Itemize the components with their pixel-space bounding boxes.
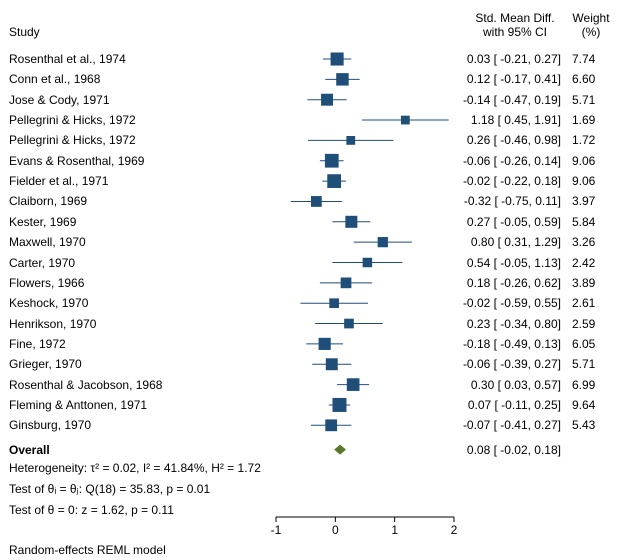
weight-label: 1.69: [572, 113, 596, 128]
heterogeneity-text: Heterogeneity: τ² = 0.02, I² = 41.84%, H…: [9, 461, 261, 475]
effect-ci-label: -0.07 [ -0.41, 0.27]: [462, 418, 561, 433]
study-marker: [346, 378, 360, 391]
weight-label: 9.06: [572, 153, 596, 168]
study-name: Fine, 1972: [9, 336, 66, 351]
weight-label: 3.97: [572, 194, 596, 209]
effect-ci-label: 0.07 [ -0.11, 0.25]: [467, 397, 561, 412]
study-name: Carter, 1970: [9, 255, 76, 270]
weight-label: 3.26: [572, 235, 596, 250]
study-name: Rosenthal & Jacobson, 1968: [9, 377, 163, 392]
study-name: Pellegrini & Hicks, 1972: [9, 113, 136, 128]
study-name: Kester, 1969: [9, 214, 77, 229]
effect-ci-label: 0.54 [ -0.05, 1.13]: [466, 255, 561, 270]
effect-ci-label: 0.27 [ -0.05, 0.59]: [466, 214, 561, 229]
effect-ci-label: -0.32 [ -0.75, 0.11]: [463, 194, 561, 209]
study-marker: [400, 115, 410, 125]
overall-label: Overall: [9, 442, 50, 457]
weight-label: 2.42: [572, 255, 596, 270]
effect-ci-label: 0.12 [ -0.17, 0.41]: [466, 72, 561, 87]
weight-label: 5.43: [572, 418, 596, 433]
study-marker: [336, 73, 349, 86]
study-name: Pellegrini & Hicks, 1972: [9, 133, 136, 148]
weight-label: 6.99: [572, 377, 596, 392]
study-marker: [332, 397, 347, 412]
study-name: Keshock, 1970: [9, 296, 89, 311]
weight-label: 6.60: [572, 72, 596, 87]
effect-ci-label: 0.23 [ -0.34, 0.80]: [466, 316, 561, 331]
study-marker: [318, 337, 331, 350]
weight-label: 5.84: [572, 214, 596, 229]
study-name: Grieger, 1970: [9, 357, 82, 372]
study-name: Henrikson, 1970: [9, 316, 97, 331]
effect-ci-label: 0.18 [ -0.26, 0.62]: [466, 275, 561, 290]
weight-label: 9.64: [572, 397, 596, 412]
effect-ci-label: 0.30 [ 0.03, 0.57]: [470, 377, 561, 392]
study-marker: [330, 52, 344, 66]
test-theta-i-text: Test of θᵢ = θⱼ: Q(18) = 35.83, p = 0.01: [9, 482, 211, 496]
weight-column-header-line2: (%): [581, 25, 601, 39]
study-marker: [329, 298, 339, 309]
study-marker: [324, 153, 339, 168]
weight-label: 3.89: [572, 275, 596, 290]
effect-ci-label: 0.03 [ -0.21, 0.27]: [466, 52, 561, 66]
study-name: Maxwell, 1970: [9, 235, 86, 250]
study-name: Ginsburg, 1970: [9, 418, 92, 433]
study-marker: [321, 93, 333, 106]
effect-ci-label: 1.18 [ 0.45, 1.91]: [470, 113, 561, 128]
study-marker: [362, 257, 373, 268]
effect-ci-label: -0.06 [ -0.26, 0.14]: [462, 153, 561, 168]
study-name: Jose & Cody, 1971: [9, 92, 110, 107]
study-marker: [340, 277, 352, 289]
x-axis-tick-label: -1: [271, 523, 282, 537]
effect-ci-label: -0.06 [ -0.39, 0.27]: [462, 357, 561, 372]
model-caption: Random-effects REML model: [9, 543, 166, 557]
effect-ci-label: 0.26 [ -0.46, 0.98]: [466, 133, 561, 148]
study-name: Claiborn, 1969: [9, 194, 88, 209]
weight-label: 7.74: [572, 52, 596, 66]
x-axis-tick-label: 2: [451, 523, 458, 537]
weight-label: 5.71: [572, 92, 596, 107]
overall-diamond: [334, 444, 347, 455]
study-name: Fielder et al., 1971: [9, 174, 109, 189]
weight-column-header-line1: Weight: [572, 11, 610, 25]
weight-label: 5.71: [572, 357, 596, 372]
study-marker: [325, 358, 338, 371]
study-marker: [345, 215, 358, 228]
x-axis-tick-label: 0: [332, 523, 339, 537]
weight-label: 2.59: [572, 316, 596, 331]
x-axis-tick-label: 1: [391, 523, 398, 537]
study-name: Flowers, 1966: [9, 275, 85, 290]
effect-ci-label: -0.02 [ -0.22, 0.18]: [462, 174, 561, 189]
overall-ci-label: 0.08 [ -0.02, 0.18]: [466, 442, 561, 457]
effect-ci-label: -0.14 [ -0.47, 0.19]: [462, 92, 561, 107]
study-column-header: Study: [9, 25, 40, 39]
effect-ci-label: 0.80 [ 0.31, 1.29]: [470, 235, 561, 250]
effect-column-header-line2: with 95% CI: [482, 25, 548, 39]
effect-ci-label: -0.18 [ -0.49, 0.13]: [462, 336, 561, 351]
study-marker: [325, 419, 338, 432]
study-marker: [344, 318, 354, 329]
study-marker: [377, 237, 388, 248]
effect-column-header-line1: Std. Mean Diff.: [475, 11, 555, 25]
weight-label: 2.61: [572, 296, 596, 311]
weight-label: 9.06: [572, 174, 596, 189]
study-name: Fleming & Anttonen, 1971: [9, 397, 148, 412]
study-name: Rosenthal et al., 1974: [9, 52, 126, 66]
weight-label: 6.05: [572, 336, 596, 351]
weight-label: 1.72: [572, 133, 596, 148]
effect-ci-label: -0.02 [ -0.59, 0.55]: [462, 296, 561, 311]
study-marker: [310, 196, 322, 207]
study-name: Conn et al., 1968: [9, 72, 101, 87]
study-marker: [346, 135, 356, 145]
study-name: Evans & Rosenthal, 1969: [9, 153, 145, 168]
test-theta-0-text: Test of θ = 0: z = 1.62, p = 0.11: [9, 503, 174, 517]
study-marker: [327, 174, 342, 188]
